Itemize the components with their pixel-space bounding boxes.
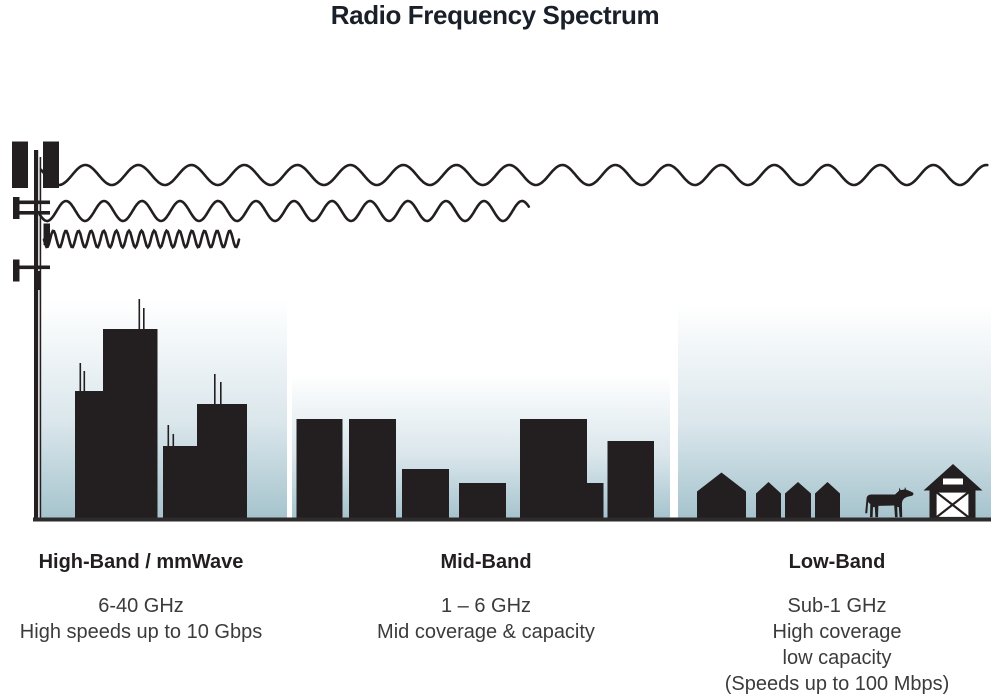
mid-rise-building	[349, 419, 396, 519]
mid-frequency-wave	[38, 199, 531, 223]
cow-icon	[865, 486, 914, 518]
antenna-panel-left	[12, 141, 28, 188]
high-band-title: High-Band / mmWave	[38, 551, 244, 573]
low-band-label-group: Low-Band Sub-1 GHz High coverage low cap…	[725, 551, 950, 697]
mid-rise-building	[520, 419, 587, 519]
barn-roof	[923, 464, 983, 491]
house-icon	[697, 472, 746, 519]
mid-rise-building	[402, 469, 449, 519]
skyscraper	[163, 446, 197, 519]
mid-band-frequency: 1 – 6 GHz	[440, 595, 532, 617]
tower-crossbar	[19, 200, 50, 205]
high-band-label-group: High-Band / mmWave 6-40 GHz High speeds …	[20, 551, 262, 645]
rooftop-antenna	[138, 299, 141, 329]
mid-rise-building	[296, 419, 343, 519]
rooftop-antenna	[83, 371, 86, 391]
barn-door-brace	[934, 490, 971, 519]
high-band-frequency: 6-40 GHz	[98, 595, 184, 617]
tower-wave-panel	[43, 223, 50, 245]
mid-band-description: Mid coverage & capacity	[377, 621, 595, 643]
antenna-panel-right	[43, 141, 59, 188]
skyscraper	[103, 329, 158, 519]
skyscraper	[197, 404, 247, 519]
mid-band-label-group: Mid-Band 1 – 6 GHz Mid coverage & capaci…	[377, 551, 595, 645]
low-band-frequency: Sub-1 GHz	[787, 595, 887, 617]
rooftop-antenna	[143, 308, 145, 329]
figure-title: Radio Frequency Spectrum	[330, 0, 660, 30]
low-frequency-wave	[39, 163, 989, 187]
mid-rise-building	[587, 483, 604, 519]
low-band-coverage: High coverage	[772, 621, 902, 643]
cell-tower-icon	[34, 150, 39, 518]
barn-loft-window	[943, 478, 963, 485]
tower-side-panel	[13, 197, 20, 219]
low-band-title: Low-Band	[788, 551, 886, 573]
house-icon	[756, 482, 781, 519]
rooftop-antenna	[172, 434, 175, 446]
rooftop-antenna	[167, 425, 170, 446]
low-band-capacity: low capacity	[782, 647, 892, 669]
house-icon	[815, 482, 840, 519]
tower-crossbar	[19, 265, 50, 270]
tower-mast-thin	[39, 157, 42, 518]
tower-stub	[36, 271, 41, 290]
high-frequency-wave	[42, 228, 241, 250]
low-band-speed: (Speeds up to 100 Mbps)	[724, 673, 950, 695]
ground-line	[33, 517, 991, 522]
tower-side-panel	[13, 259, 20, 282]
mid-rise-building	[607, 441, 654, 519]
mid-rise-building	[459, 483, 506, 519]
rooftop-antenna	[214, 374, 216, 404]
tower-crossbar	[19, 211, 50, 215]
rooftop-antenna	[220, 382, 222, 404]
rooftop-antenna	[79, 363, 82, 391]
house-icon	[785, 482, 811, 519]
skyscraper	[75, 391, 103, 519]
high-band-description: High speeds up to 10 Gbps	[19, 621, 263, 643]
mid-band-title: Mid-Band	[440, 551, 532, 573]
